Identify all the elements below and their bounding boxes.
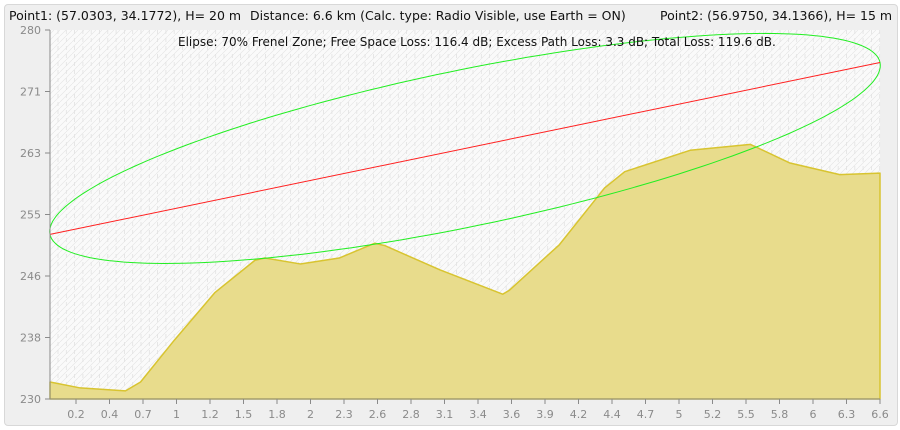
x-tick-label: 2.8 — [402, 408, 420, 421]
x-tick-label: 5.5 — [737, 408, 755, 421]
y-tick-label: 246 — [20, 270, 41, 283]
x-tick-label: 3.6 — [503, 408, 521, 421]
point2-label: Point2: (56.9750, 34.1366), H= 15 m — [660, 8, 893, 23]
x-tick-label: 2.3 — [335, 408, 353, 421]
y-tick-label: 271 — [20, 86, 41, 99]
x-tick-label: 4.4 — [603, 408, 621, 421]
loss-info: Elipse: 70% Frenel Zone; Free Space Loss… — [178, 35, 776, 49]
x-tick-label: 0.2 — [67, 408, 85, 421]
y-tick-label: 263 — [20, 147, 41, 160]
x-tick-label: 1.5 — [235, 408, 253, 421]
x-tick-label: 6 — [810, 408, 817, 421]
x-tick-label: 1.2 — [201, 408, 219, 421]
x-tick-label: 0.7 — [134, 408, 152, 421]
x-tick-label: 0.4 — [101, 408, 119, 421]
x-tick-label: 5 — [676, 408, 683, 421]
distance-label: Distance: 6.6 km (Calc. type: Radio Visi… — [250, 8, 626, 23]
x-tick-label: 3.4 — [469, 408, 487, 421]
x-tick-label: 6.3 — [838, 408, 856, 421]
x-tick-label: 2.6 — [369, 408, 387, 421]
x-tick-label: 4.7 — [637, 408, 655, 421]
x-tick-label: 1.8 — [268, 408, 286, 421]
axes: 280 271 263 255 246 238 230 0.2 0.4 0.7 1 1.2 1.5 1.8… — [20, 24, 889, 421]
y-tick-label: 238 — [20, 332, 41, 345]
x-tick-label: 5.8 — [771, 408, 789, 421]
terrain-area — [49, 143, 881, 400]
x-tick-label: 4.2 — [570, 408, 588, 421]
x-tick-label: 5.2 — [704, 408, 722, 421]
y-tick-label: 280 — [20, 24, 41, 37]
point1-label: Point1: (57.0303, 34.1772), H= 20 m — [9, 8, 242, 23]
x-tick-label: 1 — [173, 408, 180, 421]
x-tick-label: 6.6 — [871, 408, 889, 421]
line-of-sight — [49, 61, 881, 235]
x-tick-label: 3.1 — [436, 408, 454, 421]
y-tick-label: 230 — [20, 393, 41, 406]
x-tick-label: 3.9 — [536, 408, 554, 421]
y-tick-label: 255 — [20, 209, 41, 222]
x-tick-label: 2 — [307, 408, 314, 421]
